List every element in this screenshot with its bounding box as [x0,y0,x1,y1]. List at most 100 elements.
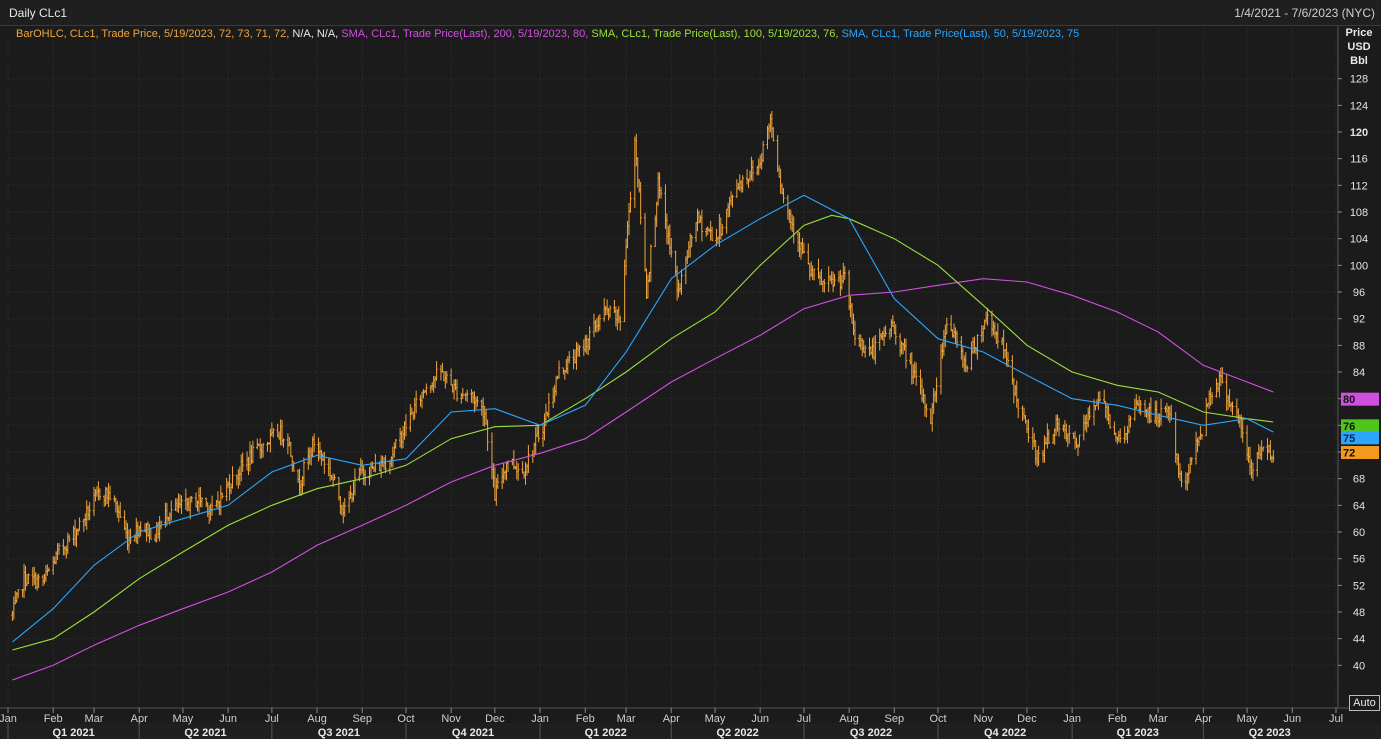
ohlc-bar [976,334,979,360]
x-quarter-label: Q1 2023 [1117,727,1159,739]
ohlc-bars [11,110,1275,622]
ohlc-bar [619,315,622,331]
x-quarter-label: Q4 2021 [452,727,494,739]
x-month-label: May [173,713,194,725]
ohlc-bar [1068,424,1071,444]
ohlc-bar [1221,366,1224,384]
y-tick-label: 68 [1353,474,1365,486]
price-axis-header-line: Price [1345,27,1373,39]
y-tick-label: 40 [1353,660,1365,672]
x-month-label: Sep [352,713,372,725]
ohlc-bar [57,543,61,555]
x-month-label: Feb [44,713,63,725]
ohlc-bar [578,344,581,357]
y-tick-label: 124 [1350,100,1368,112]
ohlc-bar [425,383,428,396]
ohlc-bar [741,175,744,193]
x-month-label: Feb [1108,713,1127,725]
ohlc-bar [343,498,346,517]
ohlc-bar [282,438,285,448]
x-month-label: Jan [531,713,549,725]
y-tick-label: 92 [1353,314,1365,326]
price-chart[interactable]: 40 44 48 52 56 60 64 68 72 76 80 84 88 92 96 100 104 108 1… [0,26,1381,739]
legend-entry[interactable]: N/A, N/A, [289,28,338,40]
y-tick-label: 84 [1353,367,1365,379]
x-quarter-label: Q1 2022 [585,727,627,739]
y-tick-label: 128 [1350,74,1368,86]
ohlc-bar [486,419,489,451]
date-range-label[interactable]: 1/4/2021 - 7/6/2023 (NYC) [1234,6,1375,20]
sma-200-line [12,278,1274,681]
ohlc-bar [1139,400,1142,416]
legend-entry[interactable]: SMA, CLc1, Trade Price(Last), 100, 5/19/… [588,28,838,40]
ohlc-bar [935,377,938,403]
ohlc-bar [17,589,20,599]
x-month-label: Oct [929,713,946,725]
y-tick-label: 64 [1353,500,1365,512]
y-tick-label: 56 [1353,554,1365,566]
ohlc-bar [108,485,112,501]
ohlc-bar [986,308,989,326]
ohlc-bar [1180,470,1183,488]
ohlc-bar [557,360,561,379]
ohlc-bar [537,425,540,443]
ohlc-bar [170,500,173,521]
ohlc-bar [894,324,897,345]
x-month-label: May [705,713,726,725]
legend-entry[interactable]: SMA, CLc1, Trade Price(Last), 200, 5/19/… [338,28,588,40]
ohlc-bar [659,186,663,199]
ohlc-bar [782,187,785,204]
ohlc-bar [1088,405,1091,420]
ohlc-bar [670,237,673,258]
x-quarter-label: Q1 2021 [52,727,94,739]
legend: BarOHLC, CLc1, Trade Price, 5/19/2023, 7… [16,28,1079,40]
ohlc-bar [812,268,816,281]
ohlc-bar [1200,433,1204,440]
x-month-label: Jun [1283,713,1301,725]
x-quarter-label: Q3 2022 [850,727,892,739]
y-tick-label: 112 [1350,180,1368,192]
ohlc-bar [1231,401,1234,416]
legend-entry[interactable]: SMA, CLc1, Trade Price(Last), 50, 5/19/2… [838,28,1079,40]
ohlc-bar [1098,391,1102,402]
ohlc-bar [996,323,1000,349]
auto-scale-button[interactable]: Auto [1349,695,1380,711]
legend-entry[interactable]: BarOHLC, CLc1, Trade Price, 5/19/2023, 7… [16,28,289,40]
x-quarter-label: Q4 2022 [984,727,1026,739]
ohlc-bar [1241,417,1244,443]
ohlc-bar [221,492,224,499]
y-tick-label: 104 [1350,234,1368,246]
ohlc-bar [802,242,806,254]
ohlc-bar [68,534,71,543]
ohlc-bar [751,160,755,182]
x-month-label: Mar [1149,713,1168,725]
y-tick-label: 120 [1350,127,1368,139]
ohlc-bar [914,362,918,386]
x-month-label: Mar [617,713,636,725]
x-month-label: Apr [663,713,680,725]
ohlc-bar [1108,414,1112,429]
ohlc-bar [1190,457,1193,465]
ohlc-bar [761,140,765,163]
x-month-label: Jun [751,713,769,725]
ohlc-bar [1037,445,1040,466]
x-month-label: Nov [441,713,461,725]
ohlc-bar [251,440,255,464]
ohlc-bar [1047,429,1051,445]
ohlc-bar [925,403,928,418]
ohlc-bar [1159,398,1163,426]
ohlc-bar [1078,434,1081,448]
ohlc-bar [945,317,948,335]
ohlc-bar [445,371,448,384]
x-quarter-label: Q2 2023 [1249,727,1291,739]
x-month-label: Dec [485,713,505,725]
ohlc-bar [414,390,418,414]
ohlc-bar [874,334,877,365]
ohlc-bar [863,345,867,358]
ohlc-bar [823,278,826,293]
ohlc-bar [598,314,602,331]
x-month-label: Jul [797,713,811,725]
ohlc-bar [47,567,51,572]
ohlc-bar [680,269,683,296]
